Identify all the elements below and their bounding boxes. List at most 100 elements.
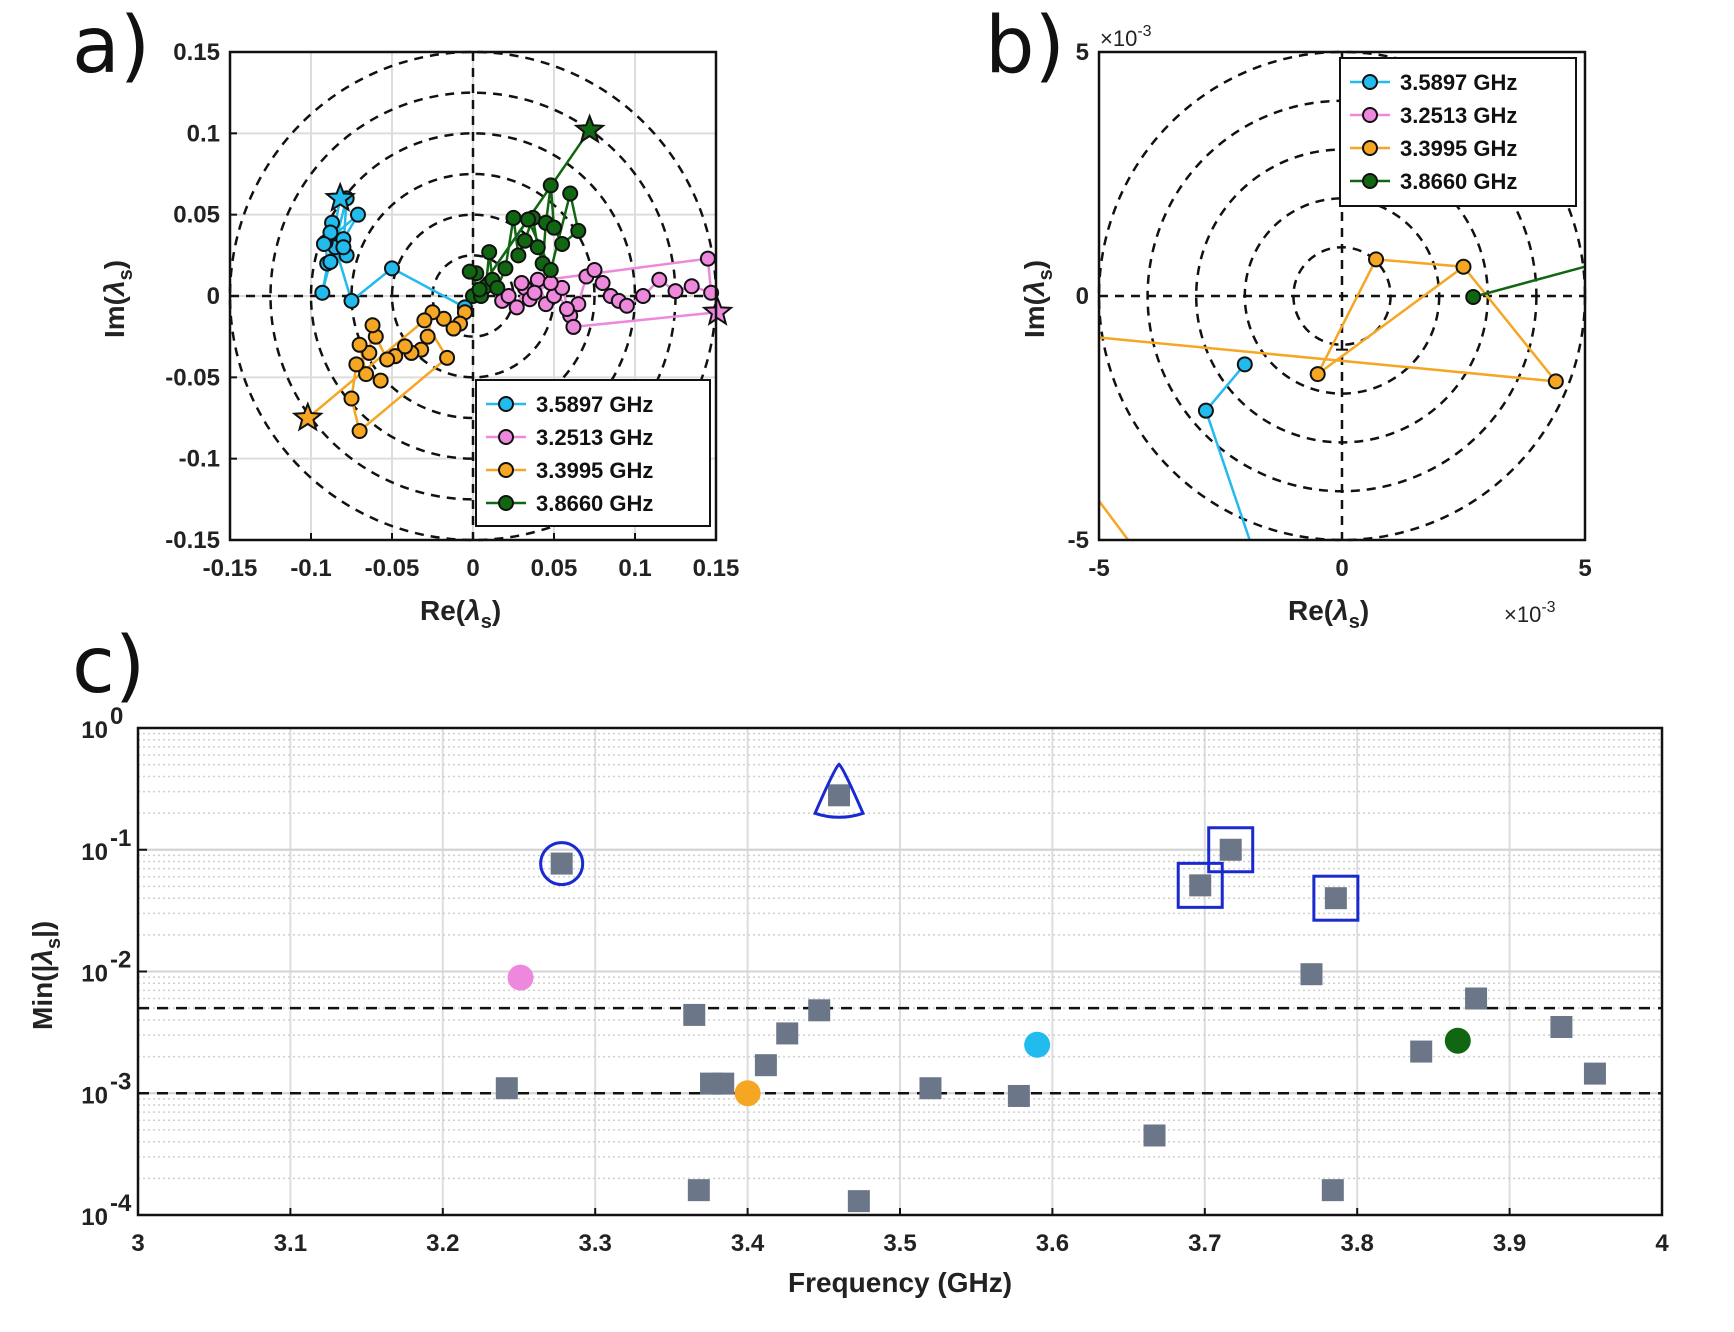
- tick-label-x: 3.7: [1188, 1230, 1221, 1257]
- tick-label-x: 0.15: [693, 555, 740, 582]
- data-point: [358, 366, 375, 383]
- data-point: [315, 235, 332, 252]
- legend-label: 3.8660 GHz: [536, 491, 653, 516]
- data-point: [565, 318, 582, 335]
- tick-label-y-exponent: -3: [110, 1068, 131, 1095]
- data-point: [505, 209, 522, 226]
- legend-label: 3.3995 GHz: [1400, 136, 1517, 161]
- tick-label-x: -0.1: [290, 555, 331, 582]
- tick-label-x: 3.5: [883, 1230, 916, 1257]
- grey-square-point: [1189, 874, 1212, 897]
- data-point: [1455, 258, 1472, 275]
- grey-square-point: [1321, 1179, 1344, 1202]
- tick-label-x: 3.8: [1341, 1230, 1374, 1257]
- tick-label-x: 3.9: [1493, 1230, 1526, 1257]
- tick-label-x: 3.2: [426, 1230, 459, 1257]
- data-point: [699, 250, 716, 267]
- series-line: [306, 310, 467, 434]
- grey-square-point: [776, 1022, 799, 1045]
- grey-square-point: [1465, 987, 1488, 1010]
- data-point: [1465, 288, 1482, 305]
- legend-marker: [498, 462, 514, 478]
- grey-square-point: [550, 852, 573, 875]
- data-point: [1309, 366, 1326, 383]
- tick-label-y: 5: [1076, 39, 1089, 66]
- tick-label-x: 3: [131, 1230, 144, 1257]
- data-point: [703, 284, 720, 301]
- highlight-circle: [539, 841, 585, 887]
- series-b-2: [1097, 251, 1564, 541]
- series-line: [1098, 258, 1559, 383]
- data-point: [1368, 251, 1385, 268]
- grey-square-point: [1410, 1040, 1433, 1063]
- tick-label-y: 0.15: [173, 39, 220, 66]
- tick-label-y: 10: [81, 961, 108, 988]
- data-point: [349, 206, 366, 223]
- grey-square-point: [1583, 1062, 1606, 1085]
- data-point: [1236, 356, 1253, 373]
- tick-label-x: 4: [1655, 1230, 1669, 1257]
- data-point: [471, 281, 488, 298]
- panel-b-ylabel: Im(λs): [1019, 260, 1057, 338]
- tick-label-x: 3.6: [1036, 1230, 1069, 1257]
- data-point: [500, 288, 517, 304]
- tick-label-y-exponent: -4: [110, 1190, 132, 1217]
- tick-label-x: 0: [466, 555, 479, 582]
- panel-c: c) 3 3.1 3.2 3.3 3.4 3.5 3.6 3.7 3.8 3.9 410-410-3…: [27, 621, 1669, 1298]
- data-point: [351, 336, 368, 353]
- start-star-marker: [324, 181, 357, 212]
- series-a-2: [291, 304, 473, 440]
- legend-marker: [1362, 107, 1378, 123]
- data-point: [520, 211, 537, 228]
- series-a-0: [314, 181, 473, 316]
- legend-label: 3.2513 GHz: [536, 425, 653, 450]
- tick-label-y-exponent: -1: [110, 825, 131, 852]
- grey-square-point: [808, 999, 831, 1022]
- legend-marker: [1362, 140, 1378, 156]
- panel-c-xlabel: Frequency (GHz): [788, 1267, 1012, 1298]
- legend-marker: [498, 495, 514, 511]
- panel-a-xlabel: Re(λs): [420, 595, 501, 633]
- legend-marker: [498, 396, 514, 412]
- data-point: [562, 185, 579, 202]
- legend-label: 3.8660 GHz: [1400, 169, 1517, 194]
- series-b-0: [1197, 356, 1253, 541]
- series-line: [1472, 265, 1586, 299]
- data-point: [439, 349, 456, 366]
- tick-label-x: 5: [1578, 555, 1591, 582]
- start-star-marker: [701, 295, 734, 326]
- data-point: [351, 423, 368, 440]
- data-point: [364, 317, 381, 334]
- legend-label: 3.5897 GHz: [536, 392, 653, 417]
- data-point: [683, 278, 700, 295]
- tick-label-x: -0.15: [203, 555, 258, 582]
- highlight-triangle: [813, 762, 866, 819]
- highlight-square: [1312, 874, 1360, 922]
- legend-label: 3.2513 GHz: [1400, 103, 1517, 128]
- grey-square-point: [1143, 1124, 1166, 1147]
- data-point: [529, 239, 546, 256]
- colored-circle-point: [1444, 1027, 1471, 1054]
- legend-label: 3.5897 GHz: [1400, 70, 1517, 95]
- colored-circle-point: [1024, 1031, 1051, 1058]
- data-point: [379, 351, 396, 368]
- panel-a-label: a): [72, 1, 150, 91]
- panel-a-legend: 3.5897 GHz 3.2513 GHz 3.3995 GHz 3.8660 GHz: [475, 379, 711, 527]
- start-star-marker: [573, 113, 606, 144]
- panel-b-xlabel: Re(λs): [1288, 595, 1369, 633]
- data-point: [513, 274, 530, 291]
- data-point: [481, 244, 498, 261]
- series-line: [1204, 363, 1251, 541]
- data-point: [618, 297, 635, 314]
- tick-label-x: 3.4: [731, 1230, 765, 1257]
- data-point: [542, 261, 559, 278]
- data-point: [542, 274, 559, 291]
- grey-square-point: [828, 784, 851, 807]
- data-point: [651, 271, 668, 288]
- data-point: [343, 390, 360, 407]
- data-point: [335, 239, 352, 256]
- data-point: [635, 288, 652, 304]
- tick-label-y: 0: [1076, 283, 1089, 310]
- legend-label: 3.3995 GHz: [536, 458, 653, 483]
